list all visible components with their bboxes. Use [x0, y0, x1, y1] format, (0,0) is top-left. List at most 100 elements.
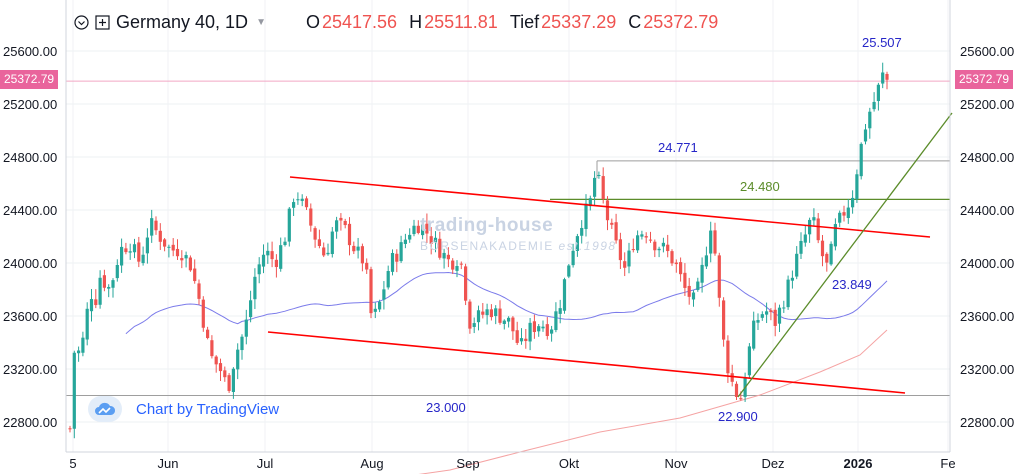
channel-upper-line: [289, 176, 931, 238]
candle: [859, 142, 863, 180]
tradingview-cloud-icon: [88, 396, 122, 422]
candle-body: [541, 326, 545, 329]
candle-body: [124, 248, 128, 253]
y-tick-label-right: 22800.00: [960, 415, 1014, 430]
candle: [356, 237, 360, 259]
candle-body: [528, 322, 532, 342]
candle: [545, 317, 549, 340]
candle: [184, 251, 188, 268]
candle: [601, 167, 605, 204]
candle: [309, 203, 313, 232]
candle-body: [231, 368, 235, 392]
candle-body: [769, 310, 773, 313]
candle: [881, 62, 885, 89]
candle: [494, 305, 498, 325]
candle-body: [227, 375, 231, 391]
candle-body: [580, 227, 584, 236]
candle-body: [537, 326, 541, 332]
candle: [201, 296, 205, 332]
symbol-title[interactable]: Germany 40, 1D: [116, 11, 249, 32]
y-tick-label-left: 24800.00: [3, 150, 57, 165]
candle-body: [72, 352, 76, 429]
open-value: 25417.56: [321, 11, 398, 32]
candle: [360, 243, 364, 272]
candle-body: [141, 254, 145, 264]
y-tick-label-left: 24000.00: [3, 256, 57, 271]
plus-square-icon[interactable]: [95, 14, 110, 30]
candle-body: [532, 321, 536, 333]
candle-body: [825, 253, 829, 263]
candle-body: [713, 230, 717, 254]
candle-body: [704, 255, 708, 267]
tradingview-link[interactable]: Chart by TradingView: [136, 400, 280, 418]
candle-body: [597, 174, 601, 176]
candle: [838, 210, 842, 227]
candle: [124, 242, 128, 255]
close-value: 25372.79: [643, 11, 719, 32]
current-price-tag-right: 25372.79: [955, 70, 1014, 89]
candle: [696, 277, 700, 292]
candle: [528, 317, 532, 351]
candle-body: [687, 285, 691, 297]
candle: [812, 208, 816, 226]
candle-body: [382, 289, 386, 300]
candle-body: [605, 200, 610, 221]
candle: [769, 308, 773, 321]
candle: [300, 194, 304, 207]
candle: [872, 92, 876, 112]
watermark: trading-house BÖRSENAKADEMIE est.1998: [420, 215, 617, 253]
trend-line: [737, 112, 953, 398]
candle-body: [68, 428, 72, 430]
candle: [313, 226, 317, 248]
candle-body: [102, 275, 106, 288]
candle: [481, 303, 485, 319]
candle: [580, 220, 584, 244]
candle: [782, 300, 786, 313]
candle: [279, 237, 283, 272]
candle: [717, 252, 721, 307]
candle-body: [253, 276, 257, 300]
tradingview-branding[interactable]: Chart by TradingView: [88, 396, 279, 422]
candle-body: [601, 176, 605, 200]
candle: [653, 239, 657, 258]
candle-body: [722, 300, 726, 340]
candle: [317, 229, 321, 249]
candle: [107, 284, 111, 298]
candle-body: [631, 249, 635, 251]
candle: [231, 367, 235, 399]
candle-body: [240, 336, 244, 351]
candle: [485, 303, 489, 325]
candle-body: [700, 264, 704, 283]
candle: [382, 281, 386, 310]
candle-body: [571, 250, 575, 266]
candle: [214, 355, 218, 373]
candle: [631, 238, 635, 253]
y-tick-label-right: 23200.00: [960, 362, 1014, 377]
candle-body: [812, 217, 816, 221]
candle-body: [842, 212, 846, 216]
candle-body: [317, 239, 321, 246]
drawings: [267, 112, 953, 398]
candle: [722, 297, 726, 347]
candle: [709, 221, 713, 263]
eye-icon[interactable]: [74, 14, 89, 30]
candle-body: [111, 280, 115, 288]
candle-body: [244, 319, 248, 337]
candle: [253, 268, 257, 310]
open-label: O: [305, 11, 320, 32]
candle: [425, 213, 429, 243]
candle-body: [782, 307, 786, 309]
chevron-down-icon[interactable]: ▼: [256, 16, 266, 28]
candle: [180, 250, 184, 269]
candle: [163, 237, 167, 252]
candle: [175, 239, 180, 260]
candle: [145, 228, 149, 264]
candle-body: [107, 286, 111, 289]
candle: [713, 222, 717, 256]
candle: [507, 316, 511, 328]
symbol-legend: Germany 40, 1D ▼ O 25417.56 H 25511.81 T…: [74, 9, 718, 35]
candlestick-series: [68, 62, 889, 439]
candle: [270, 241, 274, 268]
candle-body: [618, 239, 622, 261]
